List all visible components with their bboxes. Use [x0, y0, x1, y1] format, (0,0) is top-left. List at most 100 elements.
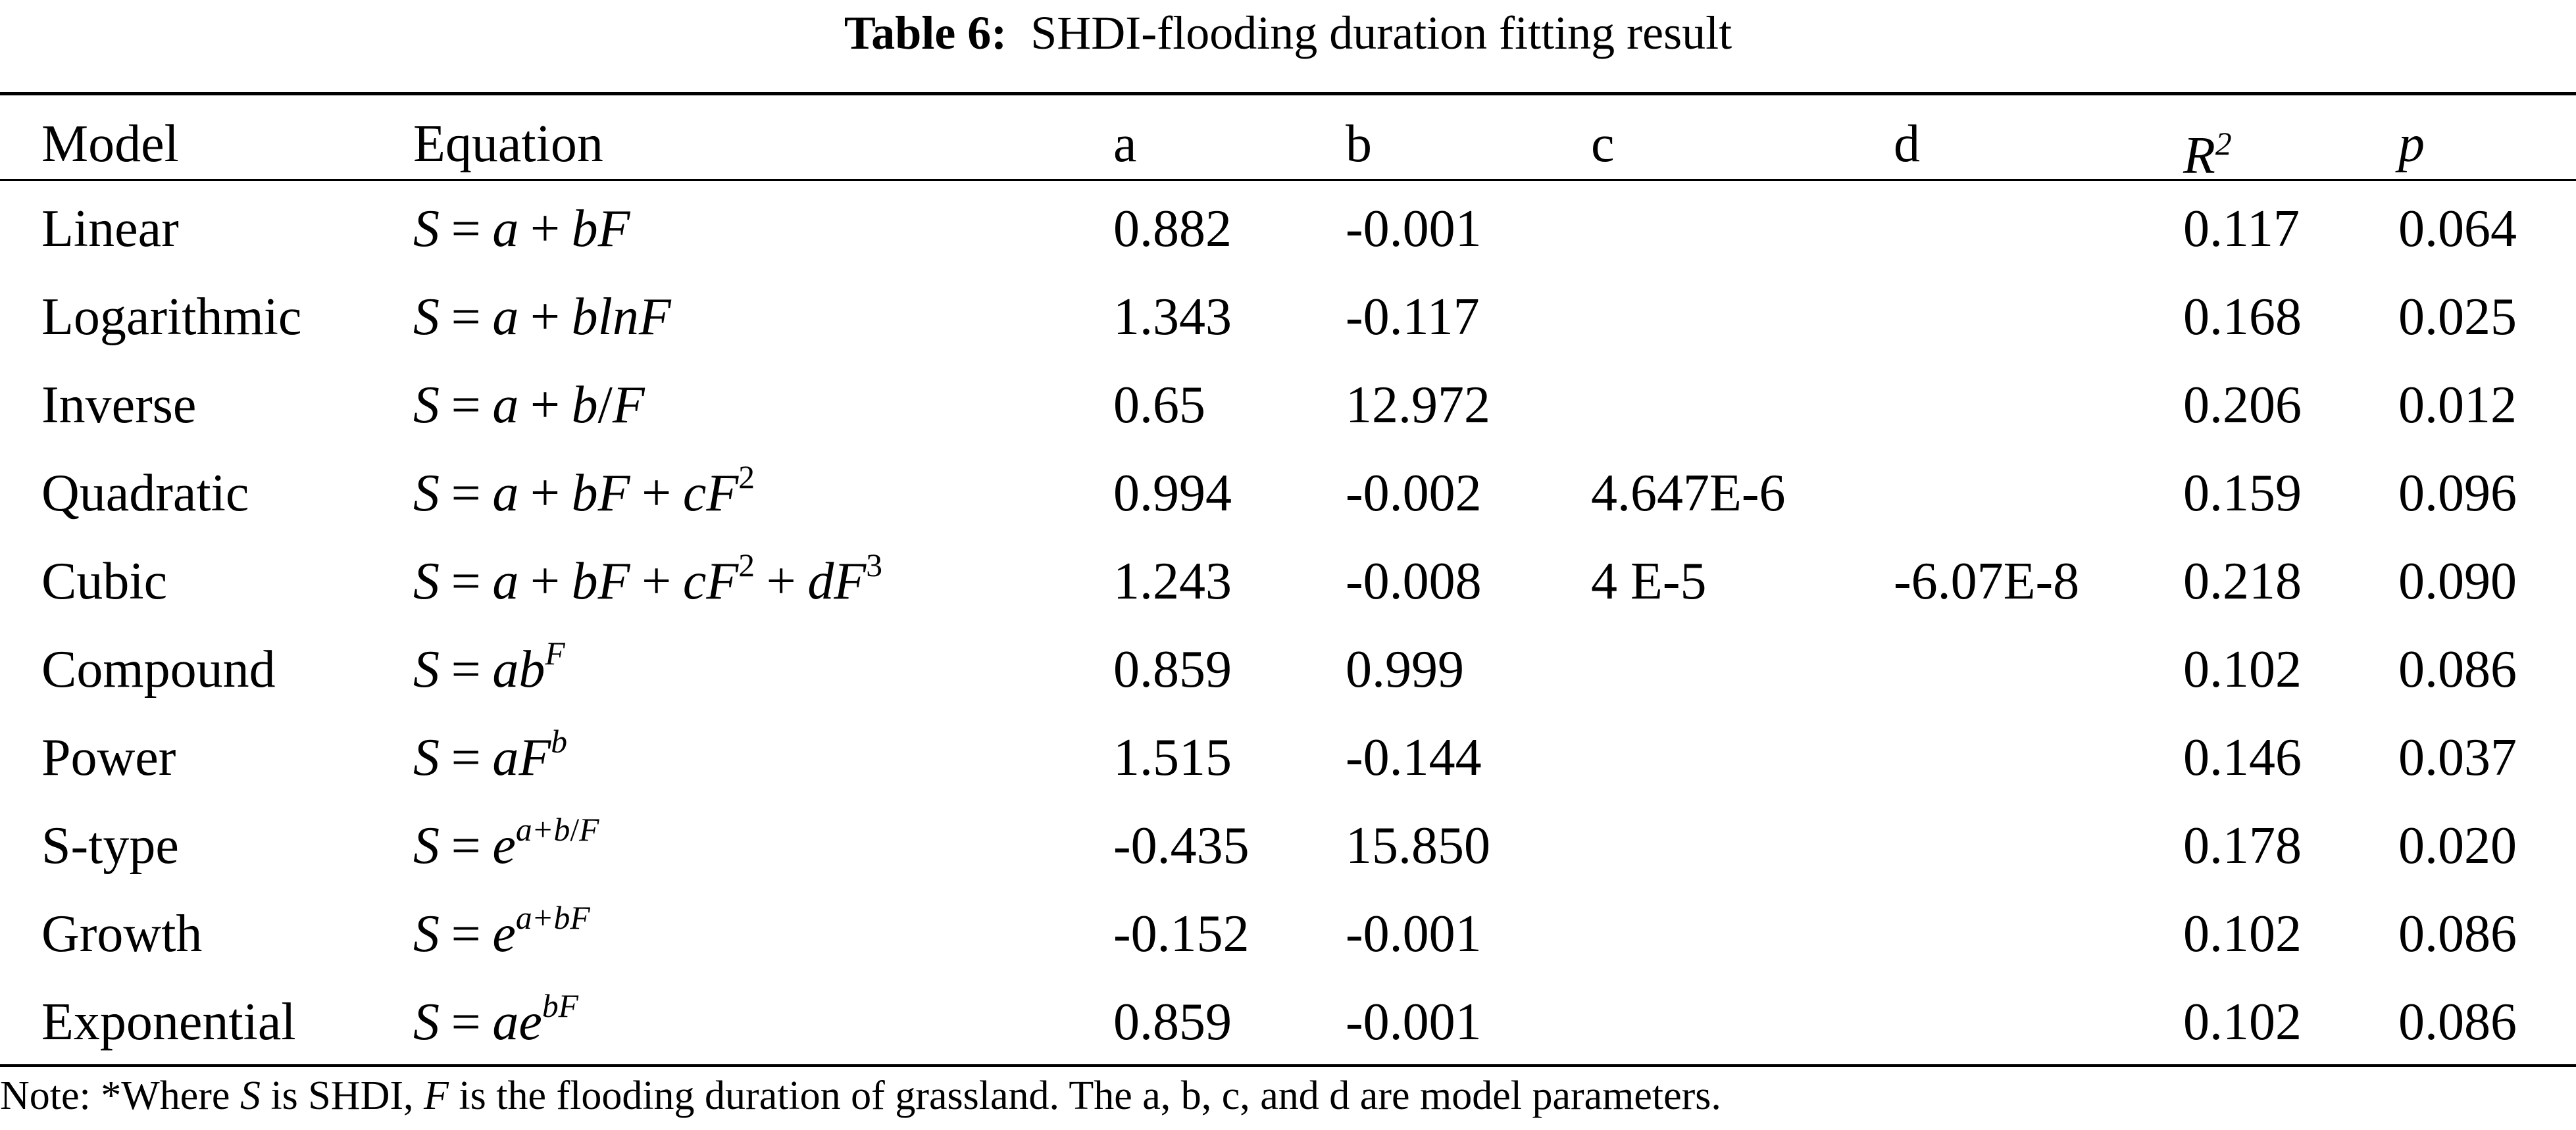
header-b: b: [1346, 115, 1372, 173]
cell-model: Exponential: [41, 993, 296, 1051]
equation-symbol: =: [451, 729, 481, 787]
header-rule: [0, 179, 2576, 181]
equation-symbol: =: [451, 817, 481, 875]
equation-symbol: S: [413, 641, 440, 699]
table-row: Linear S = a + bF 0.882 -0.001 0.117 0.064: [0, 185, 2576, 273]
equation-symbol: a: [515, 812, 532, 848]
equation-symbol: F: [545, 635, 565, 672]
equation-superscript: F: [545, 635, 565, 672]
cell-equation: S = a + blnF: [413, 273, 671, 361]
equation-symbol: S: [413, 200, 440, 258]
equation-symbol: c: [682, 553, 707, 610]
cell-equation: S = a + bF + cF2 + dF3: [413, 537, 882, 626]
equation-symbol: a: [492, 464, 519, 522]
cell-r2: 0.102: [2183, 905, 2302, 963]
cell-p: 0.064: [2398, 200, 2517, 258]
cell-p: 0.086: [2398, 641, 2517, 699]
equation-symbol: b: [571, 376, 598, 434]
header-r2: R2: [2183, 100, 2232, 188]
equation-symbol: b: [553, 812, 570, 848]
equation-symbol: b: [571, 464, 598, 522]
cell-p: 0.086: [2398, 905, 2517, 963]
cell-a: 0.882: [1113, 200, 1232, 258]
equation-symbol: F: [612, 376, 645, 434]
note-prefix: Note: *Where: [0, 1073, 240, 1118]
equation-symbol: =: [451, 376, 481, 434]
equation-symbol: +: [534, 812, 553, 848]
header-c: c: [1591, 115, 1615, 173]
header-equation: Equation: [413, 115, 603, 173]
note-symbol-s: S: [240, 1073, 261, 1118]
bottom-rule: [0, 1064, 2576, 1067]
cell-equation: S = a + b/F: [413, 361, 645, 449]
equation-symbol: e: [492, 905, 516, 963]
equation-superscript: 2: [738, 547, 755, 583]
cell-b: -0.001: [1346, 905, 1482, 963]
cell-a: 0.65: [1113, 376, 1205, 434]
equation-symbol: b: [518, 641, 545, 699]
table-row: Quadratic S = a + bF + cF2 0.994 -0.002 4.647E-6 0.…: [0, 449, 2576, 537]
equation-symbol: ln: [597, 288, 639, 346]
equation-symbol: +: [530, 464, 561, 522]
cell-p: 0.086: [2398, 993, 2517, 1051]
equation-symbol: +: [642, 464, 672, 522]
equation-superscript: bF: [542, 988, 578, 1024]
equation-superscript: a+b/F: [516, 812, 599, 848]
equation-symbol: =: [451, 200, 481, 258]
equation-symbol: =: [451, 464, 481, 522]
table-row: Cubic S = a + bF + cF2 + dF3 1.243 -0.008 4 E-5 -6.07…: [0, 537, 2576, 626]
equation-symbol: /: [570, 812, 580, 848]
header-d: d: [1894, 115, 1920, 173]
table-row: Compound S = abF 0.859 0.999 0.102 0.086: [0, 626, 2576, 714]
cell-model: Growth: [41, 905, 203, 963]
cell-r2: 0.146: [2183, 729, 2302, 787]
cell-b: 12.972: [1346, 376, 1490, 434]
cell-model: Quadratic: [41, 464, 249, 522]
equation-symbol: d: [807, 553, 834, 610]
equation-symbol: b: [571, 288, 598, 346]
top-rule: [0, 92, 2576, 95]
note-mid: is SHDI,: [260, 1073, 424, 1118]
cell-a: 0.994: [1113, 464, 1232, 522]
cell-b: -0.144: [1346, 729, 1482, 787]
cell-p: 0.012: [2398, 376, 2517, 434]
equation-symbol: b: [551, 724, 567, 760]
equation-symbol: F: [570, 900, 590, 937]
header-r2-base: R: [2183, 126, 2215, 185]
table-row: Inverse S = a + b/F 0.65 12.972 0.206 0.012: [0, 361, 2576, 449]
cell-equation: S = ea+b/F: [413, 802, 599, 890]
equation-symbol: =: [451, 288, 481, 346]
equation-symbol: S: [413, 993, 440, 1051]
cell-b: 0.999: [1346, 641, 1464, 699]
cell-c: 4.647E-6: [1591, 464, 1786, 522]
equation-symbol: a: [492, 288, 519, 346]
equation-symbol: +: [530, 288, 561, 346]
equation-symbol: F: [558, 988, 578, 1025]
equation-symbol: S: [413, 817, 440, 875]
cell-r2: 0.159: [2183, 464, 2302, 522]
equation-symbol: b: [553, 900, 570, 937]
equation-symbol: c: [682, 464, 707, 522]
equation-symbol: F: [518, 729, 551, 787]
equation-symbol: +: [534, 900, 553, 937]
cell-model: S-type: [41, 817, 179, 875]
equation-symbol: F: [579, 812, 599, 848]
cell-b: 15.850: [1346, 817, 1490, 875]
cell-b: -0.001: [1346, 200, 1482, 258]
equation-symbol: S: [413, 288, 440, 346]
cell-p: 0.025: [2398, 288, 2517, 346]
cell-r2: 0.178: [2183, 817, 2302, 875]
cell-equation: S = aFb: [413, 714, 567, 802]
table-caption: Table 6: SHDI-flooding duration fitting …: [0, 0, 2576, 66]
equation-symbol: 3: [866, 547, 882, 584]
cell-equation: S = ea+bF: [413, 890, 590, 978]
cell-model: Linear: [41, 200, 179, 258]
table-note: Note: *Where S is SHDI, F is the floodin…: [0, 1069, 2576, 1122]
equation-symbol: +: [766, 553, 796, 610]
equation-symbol: a: [492, 200, 519, 258]
equation-symbol: a: [492, 729, 519, 787]
cell-r2: 0.206: [2183, 376, 2302, 434]
equation-symbol: =: [451, 553, 481, 610]
equation-superscript: 3: [866, 547, 882, 583]
header-p: p: [2398, 115, 2425, 173]
